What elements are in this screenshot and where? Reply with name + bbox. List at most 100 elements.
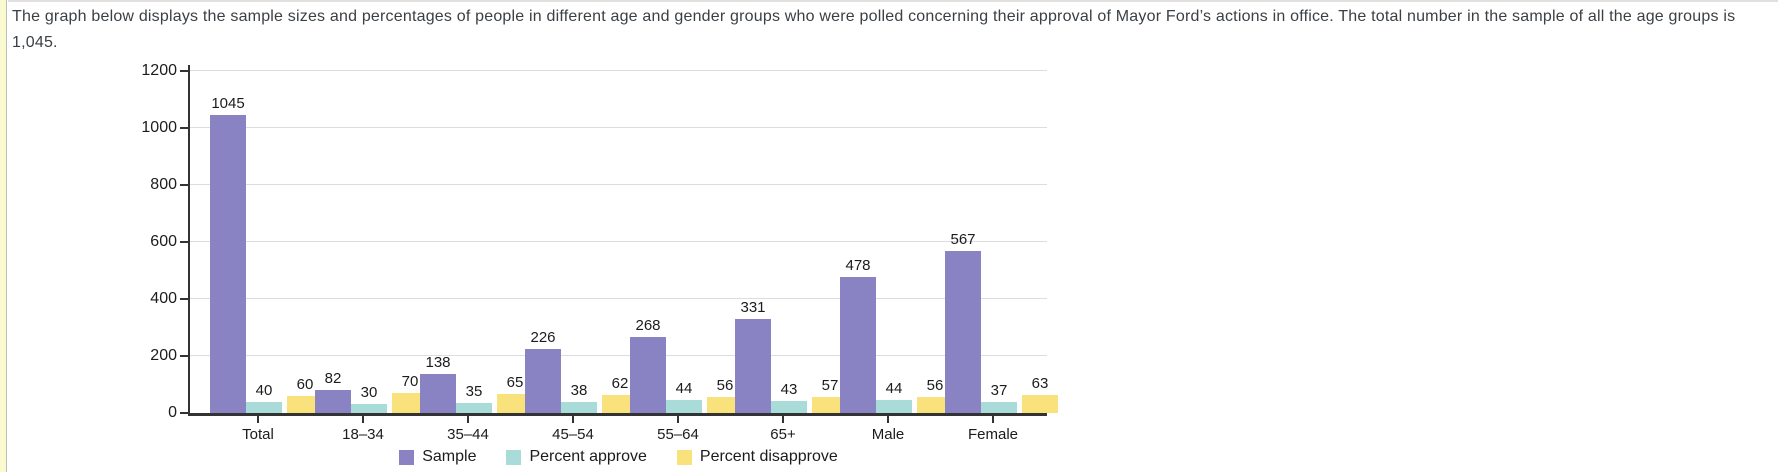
bar-sample [840, 277, 876, 413]
y-tick-0 [180, 412, 190, 414]
left-stripe-border [6, 0, 7, 472]
value-label: 70 [401, 373, 419, 390]
value-label: 478 [845, 257, 871, 274]
y-tick-label-800: 800 [150, 176, 177, 193]
gridline-800 [190, 184, 1047, 185]
value-label: 268 [635, 317, 661, 334]
legend-entry-sample: Sample [399, 448, 476, 466]
y-tick-800 [180, 184, 190, 186]
category-label: 35–44 [447, 426, 489, 443]
y-tick-200 [180, 355, 190, 357]
value-label: 226 [530, 329, 556, 346]
bar-sample [735, 319, 771, 413]
bar-percent-approve [561, 402, 597, 413]
category-label: 45–54 [552, 426, 594, 443]
bar-percent-approve [351, 404, 387, 413]
bar-percent-disapprove [602, 395, 638, 413]
x-tick-2 [467, 416, 469, 423]
category-label: 55–64 [657, 426, 699, 443]
y-tick-400 [180, 298, 190, 300]
legend-swatch-sample [399, 449, 415, 465]
bar-percent-approve [876, 400, 912, 413]
value-label: 82 [324, 370, 342, 387]
bar-sample [420, 374, 456, 413]
bar-percent-disapprove [497, 394, 533, 413]
value-label: 60 [296, 376, 314, 393]
bar-chart: 0 200 400 600 800 1000 1200 1045 40 60 Total 82 30 70… [125, 58, 1115, 472]
value-label: 30 [360, 384, 378, 401]
category-label: 65+ [770, 426, 796, 443]
value-label: 567 [950, 231, 976, 248]
x-tick-7 [992, 416, 994, 423]
legend-entry-percent-disapprove: Percent disapprove [676, 448, 838, 466]
y-tick-label-400: 400 [150, 290, 177, 307]
value-label: 38 [570, 382, 588, 399]
x-tick-5 [782, 416, 784, 423]
value-label: 56 [716, 377, 734, 394]
bar-percent-disapprove [812, 397, 848, 413]
x-tick-0 [257, 416, 259, 423]
gridline-200 [190, 355, 1047, 356]
chart-legend: Sample Percent approve Percent disapprove [190, 448, 1047, 466]
gridline-400 [190, 298, 1047, 299]
x-tick-1 [362, 416, 364, 423]
y-tick-label-1200: 1200 [141, 62, 177, 79]
value-label: 43 [780, 381, 798, 398]
bar-sample [315, 390, 351, 413]
x-tick-6 [887, 416, 889, 423]
category-label: Male [871, 426, 905, 443]
y-tick-1200 [180, 70, 190, 72]
bar-percent-approve [456, 403, 492, 413]
value-label: 56 [926, 377, 944, 394]
legend-swatch-percent-disapprove [676, 449, 692, 465]
x-tick-4 [677, 416, 679, 423]
y-tick-label-600: 600 [150, 233, 177, 250]
y-tick-label-0: 0 [168, 404, 177, 421]
y-tick-1000 [180, 127, 190, 129]
value-label: 35 [465, 383, 483, 400]
legend-swatch-percent-approve [506, 449, 522, 465]
value-label: 138 [425, 354, 451, 371]
bar-percent-disapprove [707, 397, 743, 413]
value-label: 63 [1031, 375, 1049, 392]
bar-sample [525, 349, 561, 413]
bar-sample [945, 251, 981, 413]
value-label: 331 [740, 299, 766, 316]
bar-percent-disapprove [917, 397, 953, 413]
bar-percent-approve [246, 402, 282, 413]
value-label: 62 [611, 375, 629, 392]
value-label: 65 [506, 374, 524, 391]
bar-percent-disapprove [1022, 395, 1058, 413]
left-highlight-stripe [0, 0, 6, 472]
bar-sample [630, 337, 666, 413]
gridline-1200 [190, 70, 1047, 71]
y-tick-label-1000: 1000 [141, 119, 177, 136]
y-tick-600 [180, 241, 190, 243]
x-axis [188, 413, 1047, 416]
legend-entry-percent-approve: Percent approve [506, 448, 647, 466]
value-label: 44 [885, 380, 903, 397]
value-label: 57 [821, 377, 839, 394]
value-label: 1045 [211, 95, 245, 112]
category-label: 18–34 [342, 426, 384, 443]
legend-label: Sample [422, 448, 477, 465]
legend-label: Percent disapprove [699, 448, 838, 465]
bar-percent-disapprove [287, 396, 323, 413]
bar-percent-approve [771, 401, 807, 413]
bar-percent-approve [981, 402, 1017, 413]
y-axis [188, 65, 190, 416]
top-divider [8, 0, 1778, 2]
x-tick-3 [572, 416, 574, 423]
legend-label: Percent approve [529, 448, 647, 465]
gridline-600 [190, 241, 1047, 242]
gridline-1000 [190, 127, 1047, 128]
value-label: 40 [255, 382, 273, 399]
value-label: 44 [675, 380, 693, 397]
category-label: Total [242, 426, 274, 443]
category-label: Female [967, 426, 1019, 443]
bar-percent-approve [666, 400, 702, 413]
bar-percent-disapprove [392, 393, 428, 413]
value-label: 37 [990, 382, 1008, 399]
y-tick-label-200: 200 [150, 347, 177, 364]
